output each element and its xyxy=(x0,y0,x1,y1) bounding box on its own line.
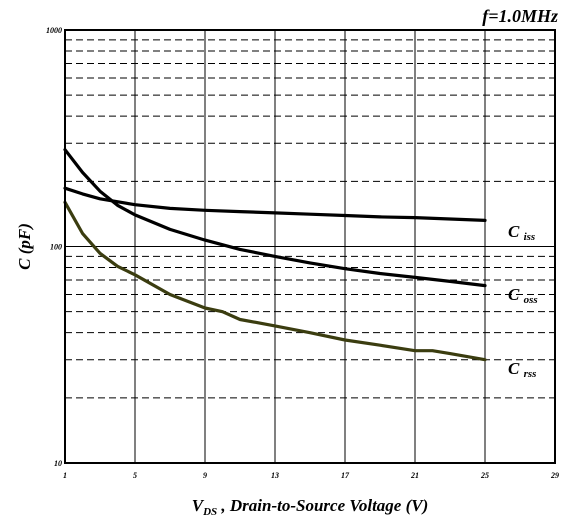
series-label-iss: C iss xyxy=(508,222,535,243)
x-tick-label: 13 xyxy=(271,471,279,480)
series-line-oss xyxy=(63,148,487,288)
series-label-oss: C oss xyxy=(508,285,538,306)
series-label-rss: C rss xyxy=(508,359,536,380)
series-label-main: C xyxy=(508,285,524,304)
x-axis-title-rest: , Drain-to-Source Voltage (V) xyxy=(217,496,428,515)
series-label-main: C xyxy=(508,222,524,241)
y-tick-label: 10 xyxy=(54,459,62,468)
series-label-sub: rss xyxy=(524,368,537,380)
x-tick-label: 17 xyxy=(341,471,350,480)
series-line-rss xyxy=(63,200,487,362)
series-lines xyxy=(63,148,487,362)
series-label-sub: iss xyxy=(524,231,536,243)
x-tick-label: 25 xyxy=(480,471,489,480)
grid-lines xyxy=(65,30,555,463)
x-axis-title-sub: DS xyxy=(202,506,217,518)
frequency-annotation: f=1.0MHz xyxy=(482,6,558,26)
x-tick-label: 1 xyxy=(63,471,67,480)
series-label-sub: oss xyxy=(524,294,538,306)
y-tick-label: 1000 xyxy=(46,26,62,35)
y-axis-title: C (pF) xyxy=(15,223,34,270)
x-tick-label: 21 xyxy=(410,471,419,480)
series-label-main: C xyxy=(508,359,524,378)
x-tick-label: 29 xyxy=(550,471,559,480)
x-tick-label: 9 xyxy=(203,471,207,480)
x-axis-title-main: V xyxy=(192,496,205,515)
x-tick-label: 5 xyxy=(133,471,137,480)
plot-frame xyxy=(64,29,556,464)
x-axis-title: VDS , Drain-to-Source Voltage (V) xyxy=(192,496,429,518)
y-tick-label: 100 xyxy=(50,243,62,252)
series-line-iss xyxy=(63,186,487,222)
tick-labels: 1 5 9 13 17 21 25 29 10 100 1000 xyxy=(46,26,559,480)
